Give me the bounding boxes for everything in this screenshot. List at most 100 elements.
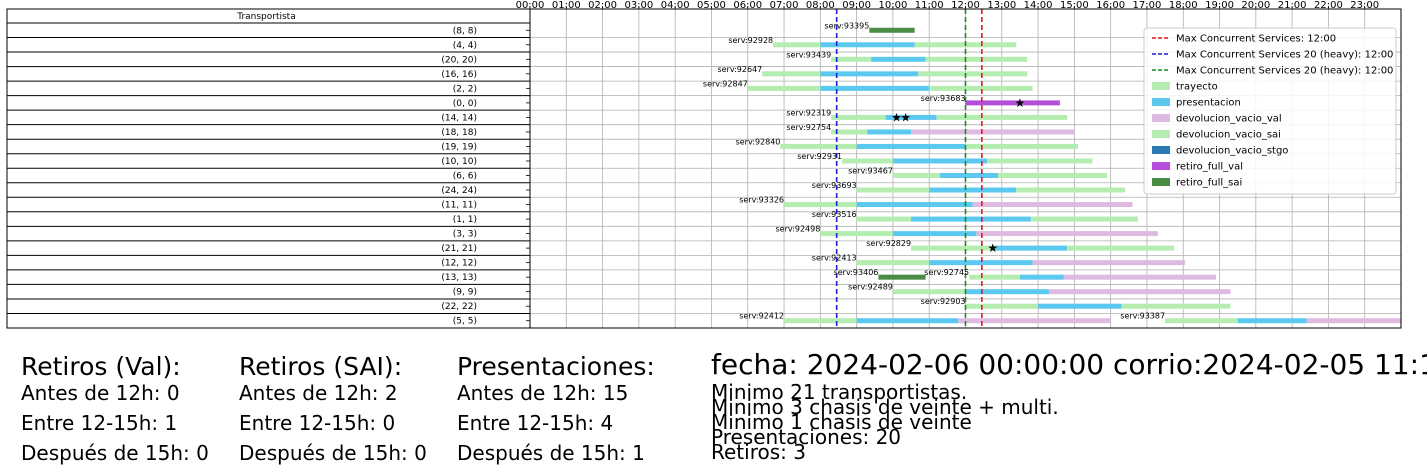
x-tick-label: 06:00: [733, 0, 762, 11]
table-row-label: (1, 1): [453, 215, 477, 225]
x-tick-label: 11:00: [915, 0, 944, 11]
bar-presentacion: [892, 231, 977, 237]
stats-pres-title: Presentaciones:: [457, 352, 655, 381]
bar-presentacion: [892, 158, 988, 164]
x-tick-label: 10:00: [879, 0, 908, 11]
bar-trayecto: [911, 245, 995, 251]
run-info-line: Minimo 3 chasis de veinte + multi.: [711, 395, 1059, 419]
legend-label: retiro_full_sai: [1176, 178, 1242, 189]
bar-trayecto: [831, 114, 886, 120]
legend-patch-swatch: [1152, 98, 1170, 106]
x-tick-label: 17:00: [1133, 0, 1162, 11]
stats-val-title: Retiros (Val):: [21, 352, 181, 381]
bar-trayecto: [784, 202, 857, 208]
bar-presentacion: [929, 260, 1033, 266]
stats-sai-line: Después de 15h: 0: [239, 441, 427, 465]
table-row-label: (9, 9): [453, 288, 477, 298]
service-label: serv:92413: [812, 254, 857, 263]
x-tick-label: 13:00: [987, 0, 1016, 11]
legend-box: [1143, 27, 1397, 195]
bar-trayecto: [856, 187, 930, 193]
x-tick-label: 09:00: [842, 0, 871, 11]
bar-trayecto: [842, 158, 893, 164]
x-tick-label: 12:00: [951, 0, 980, 11]
x-tick-label: 01:00: [552, 0, 581, 11]
bar-presentacion: [856, 318, 959, 324]
legend-patch-swatch: [1152, 162, 1170, 170]
bar-presentacion: [911, 216, 1031, 222]
bar-trayecto: [831, 129, 868, 135]
legend-patch-swatch: [1152, 114, 1170, 122]
legend-patch-swatch: [1152, 82, 1170, 90]
legend-label: trayecto: [1176, 82, 1218, 93]
bar-trayecto: [856, 260, 930, 266]
service-label: serv:92903: [921, 297, 966, 306]
stats-sai-title: Retiros (SAI):: [239, 352, 403, 381]
service-label: serv:92489: [848, 283, 893, 292]
bar-trayecto: [784, 318, 857, 324]
bar-presentacion: [820, 85, 930, 91]
service-label: serv:92647: [717, 65, 762, 74]
legend-label: devolucion_vacio_val: [1176, 114, 1282, 125]
stats-val-line: Después de 15h: 0: [21, 441, 209, 465]
x-tick-label: 22:00: [1314, 0, 1343, 11]
service-label: serv:92829: [866, 239, 911, 248]
service-label: serv:93387: [1120, 312, 1165, 321]
bar-trayecto: [856, 216, 912, 222]
legend-label: devolucion_vacio_stgo: [1176, 146, 1288, 157]
x-tick-label: 14:00: [1024, 0, 1053, 11]
bar-devolucion_vacio_val: [972, 202, 1133, 208]
stats-sai-line: Entre 12-15h: 0: [239, 411, 396, 435]
gantt-chart: Transportista (8, 8) (4, 4) (20, 20) (16, 16…: [6, 0, 1402, 329]
table-row-label: (20, 20): [441, 55, 477, 65]
bar-trayecto: [1030, 216, 1138, 222]
legend-label: retiro_full_val: [1176, 162, 1243, 173]
service-label: serv:92931: [797, 152, 842, 161]
bar-retiro_full_sai: [869, 27, 915, 33]
bar-presentacion: [1237, 318, 1307, 324]
service-label: serv:93395: [824, 21, 869, 30]
bar-retiro_full_sai: [878, 274, 926, 280]
star-marker: ★: [900, 110, 911, 124]
bar-trayecto: [998, 173, 1108, 178]
bar-trayecto: [820, 231, 893, 237]
x-tick-label: 16:00: [1096, 0, 1125, 11]
table-row-label: (19, 19): [441, 142, 477, 152]
x-tick-label: 18:00: [1169, 0, 1198, 11]
bar-trayecto: [987, 158, 1093, 164]
x-tick-label: 20:00: [1241, 0, 1270, 11]
stats-sai-line: Antes de 12h: 2: [239, 381, 398, 405]
star-marker: ★: [1015, 96, 1026, 110]
table-row-label: (12, 12): [441, 259, 477, 269]
run-info-line: Presentaciones: 20: [711, 425, 902, 449]
bar-trayecto: [780, 143, 857, 149]
legend-label: Max Concurrent Services: 12:00: [1176, 34, 1336, 45]
bar-devolucion_vacio_val: [1048, 289, 1231, 295]
bar-devolucion_vacio_val: [958, 318, 1111, 324]
legend-label: Max Concurrent Services 20 (heavy): 12:0…: [1176, 50, 1393, 61]
legend-patch-swatch: [1152, 130, 1170, 138]
run-info-line: Minimo 21 transportistas.: [711, 380, 968, 404]
run-info-line: Retiros: 3: [711, 440, 806, 464]
table-row-label: (24, 24): [441, 186, 477, 196]
service-label: serv:92928: [728, 36, 773, 45]
bar-trayecto: [925, 56, 1028, 62]
table-row-label: (3, 3): [453, 230, 477, 240]
x-tick-label: 23:00: [1350, 0, 1379, 11]
bar-presentacion: [1019, 274, 1064, 280]
table-row-label: (11, 11): [441, 201, 477, 211]
bar-trayecto: [773, 42, 821, 48]
service-label: serv:93683: [921, 94, 966, 103]
x-tick-label: 08:00: [806, 0, 835, 11]
stats-retiros-val: Retiros (Val): Antes de 12h: 0 Entre 12-…: [21, 352, 209, 465]
bar-trayecto: [969, 274, 1020, 280]
stats-presentaciones: Presentaciones: Antes de 12h: 15 Entre 1…: [457, 352, 655, 465]
x-tick-label: 19:00: [1205, 0, 1234, 11]
table-header: Transportista: [236, 12, 295, 22]
table-row-label: (4, 4): [453, 41, 477, 51]
table-row-label: (10, 10): [441, 157, 477, 167]
run-info-title: fecha: 2024-02-06 00:00:00 corrio:2024-0…: [711, 348, 1427, 381]
table-row-label: (8, 8): [453, 26, 477, 36]
x-tick-label: 05:00: [697, 0, 726, 11]
service-label: serv:92840: [736, 137, 781, 146]
